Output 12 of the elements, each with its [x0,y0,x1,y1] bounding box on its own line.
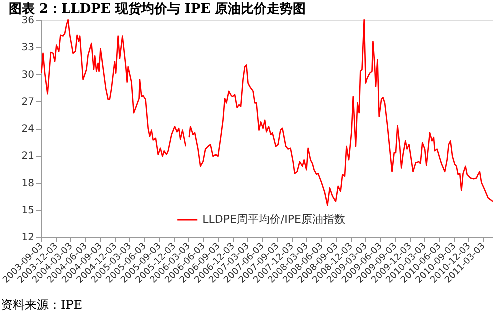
y-tick-label: 36 [22,16,34,26]
y-tick-label: 12 [22,232,34,244]
y-tick-label: 15 [22,205,34,216]
y-tick-label: 24 [22,124,34,135]
y-tick-label: 27 [22,96,34,108]
y-tick-label: 30 [22,70,34,81]
y-tick-label: 18 [22,178,34,190]
y-tick-label: 33 [22,42,34,54]
chart-title: 图表 2：LLDPE 现货均价与 IPE 原油比价走势图 [9,1,306,17]
legend-label: LLDPE周平均价/IPE原油指数 [202,213,346,226]
y-tick-label: 21 [22,151,34,162]
text: 资料来源：IPE [1,298,83,312]
